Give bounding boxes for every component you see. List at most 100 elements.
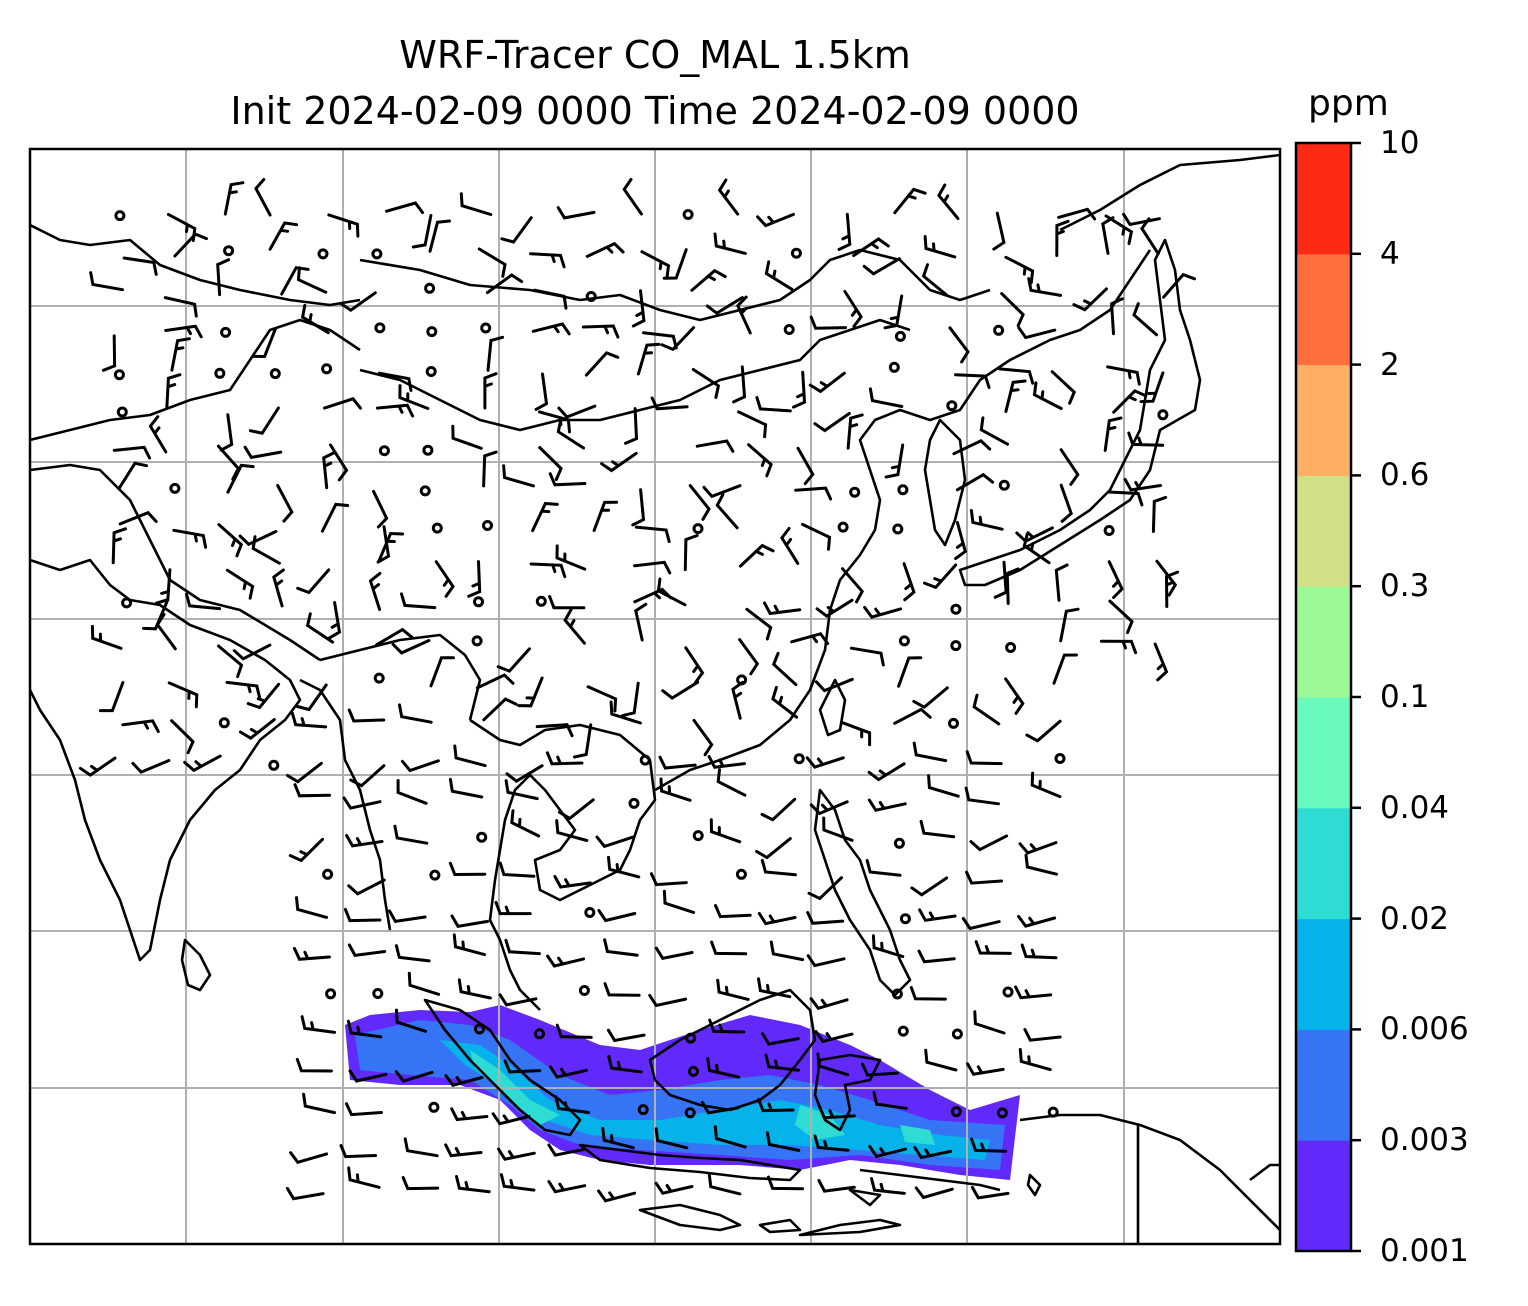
colorbar-segment (1296, 143, 1351, 255)
wind-barb (173, 232, 208, 258)
wind-barb (993, 560, 1008, 599)
wind-barb (217, 644, 244, 679)
wind-barb (998, 367, 1035, 385)
colorbar-tick-label: 0.003 (1380, 1122, 1469, 1159)
wind-barb (816, 1052, 849, 1077)
wind-barb (918, 908, 957, 922)
calm-wind-marker (372, 988, 384, 999)
wind-barb (293, 783, 331, 798)
calm-wind-marker (684, 1107, 696, 1119)
wind-barb (690, 268, 727, 292)
wind-barb (713, 232, 747, 255)
wind-barb (867, 798, 907, 812)
calm-wind-marker (322, 868, 334, 880)
wind-barb (747, 443, 773, 478)
wind-barb (909, 986, 947, 1001)
wind-barb (434, 560, 455, 598)
wind-barb (377, 531, 405, 563)
wind-barb (912, 741, 948, 763)
wind-barb (165, 373, 182, 410)
calm-wind-marker (378, 445, 390, 457)
wind-barb (555, 1023, 593, 1039)
wind-barb (662, 889, 696, 914)
wind-barb (268, 221, 299, 251)
wind-barb (395, 1008, 428, 1033)
wind-barb (636, 342, 661, 376)
calm-wind-marker (783, 324, 795, 335)
wind-barb (164, 324, 203, 339)
calm-wind-marker (682, 209, 694, 220)
calm-wind-marker (371, 248, 383, 260)
wind-barb (496, 647, 531, 673)
wind-barb (121, 719, 160, 733)
wind-barb (790, 632, 830, 645)
wind-barb (913, 1145, 953, 1160)
wind-barb (398, 703, 433, 724)
wind-barb (170, 337, 191, 372)
wind-barb (538, 446, 563, 481)
wind-barb (872, 1090, 908, 1110)
wind-barb (498, 861, 536, 878)
wind-barb (329, 443, 349, 482)
calm-wind-marker (950, 1106, 962, 1118)
wind-barb (1050, 370, 1076, 405)
wind-barb (609, 700, 642, 725)
wind-barb (634, 602, 648, 642)
colorbar-segment (1296, 918, 1351, 1030)
wind-barb (1162, 272, 1196, 299)
wind-barb (660, 326, 696, 352)
colorbar-segment (1296, 364, 1351, 476)
wind-barb (285, 1186, 325, 1201)
wind-barb (296, 568, 331, 595)
wind-barb (756, 212, 795, 228)
wind-barb (863, 605, 903, 619)
calm-wind-marker (628, 797, 640, 809)
wind-barb (482, 697, 518, 722)
wind-barb (117, 461, 149, 491)
wind-barb (111, 527, 127, 565)
wind-barb (817, 1179, 856, 1193)
wind-barb (243, 445, 283, 460)
wind-barb (1055, 219, 1070, 257)
wind-barb (716, 978, 750, 1001)
wind-barb (822, 816, 854, 842)
calm-wind-marker (114, 210, 126, 222)
calm-wind-marker (535, 595, 547, 607)
wind-barb (545, 751, 584, 766)
wind-barb (814, 1030, 854, 1044)
wind-barb (347, 943, 387, 958)
wind-barb (457, 978, 492, 1000)
calm-wind-marker (849, 486, 861, 498)
wind-barb (910, 876, 949, 897)
calm-wind-marker (169, 482, 181, 494)
wind-barb (1059, 483, 1073, 523)
wind-barb (603, 938, 639, 957)
wind-barb (504, 779, 539, 801)
colorbar-segment (1296, 807, 1351, 920)
calm-wind-marker (474, 1023, 485, 1035)
wind-barb (327, 213, 360, 238)
wind-barb (289, 1151, 329, 1165)
wind-barb (166, 212, 197, 242)
wind-barb (118, 510, 158, 526)
colorbar-tick-label: 0.02 (1380, 900, 1450, 937)
wind-barb (964, 786, 1000, 806)
colorbar-unit-label: ppm (1308, 83, 1389, 124)
wind-barb (806, 954, 846, 968)
wind-barb (818, 1105, 856, 1120)
wind-barb (238, 530, 278, 547)
wind-barb (713, 1125, 747, 1149)
wind-barb (323, 397, 362, 410)
calm-wind-marker (431, 522, 443, 534)
wind-barb (792, 370, 807, 409)
calm-wind-marker (891, 988, 903, 1000)
map-title-line2: Init 2024-02-09 0000 Time 2024-02-09 000… (230, 89, 1080, 133)
wind-barb (272, 568, 285, 608)
wind-barb (1005, 567, 1020, 605)
wind-barb (554, 1095, 590, 1114)
wind-barb (914, 1186, 954, 1200)
calm-wind-marker (1157, 409, 1169, 421)
wind-barb (494, 900, 532, 916)
wind-barb (1059, 448, 1080, 486)
wind-barb (902, 562, 916, 602)
